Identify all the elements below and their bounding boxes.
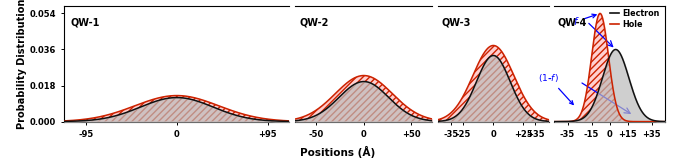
- Text: QW-2: QW-2: [300, 17, 329, 27]
- Text: QW-3: QW-3: [441, 17, 470, 27]
- Y-axis label: Probability Distribution: Probability Distribution: [16, 0, 26, 129]
- Text: $(1$-$f)$: $(1$-$f)$: [539, 72, 573, 104]
- Legend: Electron, Hole: Electron, Hole: [609, 8, 661, 29]
- Text: QW-1: QW-1: [71, 17, 101, 27]
- Text: QW-4: QW-4: [558, 17, 587, 27]
- Text: $f$: $f$: [573, 14, 596, 27]
- Text: Positions (Å): Positions (Å): [300, 146, 375, 158]
